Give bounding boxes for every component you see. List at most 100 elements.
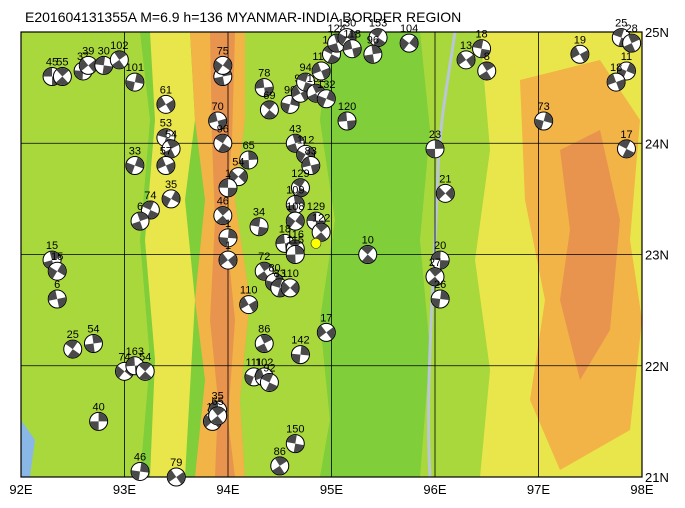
focal-mechanism-beachball: 26 [430, 279, 450, 309]
beachball-compression-quadrant [214, 76, 225, 85]
event-depth-label: 122 [312, 212, 330, 224]
focal-mechanism-layer: 4555373930102101615354335774635709666757… [42, 18, 642, 487]
event-depth-label: 53 [160, 118, 172, 130]
beachball-compression-quadrant [287, 143, 298, 152]
beachball-compression-quadrant [56, 76, 69, 85]
focal-mechanism-beachball: 30 [94, 45, 114, 75]
beachball-compression-quadrant [439, 260, 449, 269]
beachball-compression-quadrant [219, 253, 228, 266]
beachball-compression-quadrant [43, 68, 53, 77]
beachball-compression-quadrant [228, 229, 237, 239]
beachball-compression-quadrant [131, 221, 143, 230]
focal-mechanism-beachball: 69 [259, 90, 279, 120]
beachball-compression-quadrant [217, 118, 227, 130]
beachball-compression-quadrant [74, 70, 84, 80]
beachball-compression-quadrant [219, 237, 228, 247]
beachball-compression-quadrant [628, 34, 640, 44]
focal-mechanism-beachball: 13 [456, 40, 476, 70]
beachball-compression-quadrant [626, 63, 635, 75]
event-depth-label: 21 [439, 173, 451, 185]
beachball-compression-quadrant [85, 343, 95, 352]
map-frame [20, 31, 643, 478]
beachball-compression-quadrant [409, 36, 418, 49]
beachball-compression-quadrant [297, 73, 309, 83]
beachball-compression-quadrant [295, 187, 308, 197]
beachball-compression-quadrant [272, 465, 285, 475]
beachball-compression-quadrant [57, 297, 66, 308]
event-depth-label: 25 [67, 329, 79, 341]
focal-mechanism-beachball: 129 [290, 168, 310, 198]
event-depth-label: 15 [46, 240, 58, 252]
beachball-compression-quadrant [48, 290, 58, 301]
event-depth-label: 46 [217, 196, 229, 208]
beachball-compression-quadrant [308, 93, 320, 102]
beachball-compression-quadrant [579, 50, 589, 62]
event-depth-label: 54 [232, 157, 244, 169]
event-depth-label: 69 [263, 90, 275, 102]
focal-mechanism-beachball: 110 [239, 285, 259, 315]
event-depth-label: 26 [434, 279, 446, 291]
beachball-compression-quadrant [571, 46, 580, 59]
beachball-compression-quadrant [203, 415, 213, 428]
beachball-compression-quadrant [338, 112, 348, 122]
focal-mechanism-beachball: 86 [254, 324, 274, 353]
focal-mechanism-beachball: 132 [316, 79, 336, 109]
event-depth-label: 74 [144, 190, 156, 202]
beachball-compression-quadrant [286, 216, 296, 228]
beachball-compression-quadrant [434, 140, 444, 149]
beachball-compression-quadrant [211, 415, 223, 425]
beachball-compression-quadrant [126, 162, 135, 174]
focal-mechanism-beachball: 34 [249, 207, 269, 237]
focal-mechanism-beachball: 112 [296, 134, 316, 164]
beachball-compression-quadrant [431, 251, 441, 261]
beachball-compression-quadrant [297, 150, 306, 162]
beachball-compression-quadrant [245, 373, 254, 385]
focal-mechanism-beachball: 150 [285, 424, 305, 454]
beachball-compression-quadrant [623, 43, 636, 52]
focal-mechanism-beachball: 61 [156, 84, 176, 114]
beachball-compression-quadrant [426, 148, 436, 158]
beachball-compression-quadrant [618, 140, 631, 149]
beachball-compression-quadrant [162, 194, 172, 207]
beachball-compression-quadrant [65, 340, 78, 350]
beachball-compression-quadrant [218, 143, 231, 152]
event-depth-label: 54 [165, 129, 177, 141]
beachball-compression-quadrant [90, 421, 99, 430]
beachball-compression-quadrant [56, 67, 69, 77]
beachball-compression-quadrant [138, 362, 151, 372]
event-depth-label: 6 [137, 201, 143, 213]
beachball-compression-quadrant [248, 300, 258, 312]
beachball-compression-quadrant [400, 37, 410, 50]
beachball-compression-quadrant [209, 112, 218, 124]
event-depth-label: 110 [240, 285, 258, 297]
event-depth-label: 39 [82, 45, 94, 57]
event-depth-label: 150 [286, 424, 304, 436]
focal-mechanism-beachball: 65 [208, 396, 228, 426]
event-depth-label: 96 [217, 123, 229, 135]
beachball-compression-quadrant [307, 212, 317, 222]
beachball-compression-quadrant [131, 470, 141, 480]
event-depth-label: 65 [212, 396, 224, 408]
event-depth-label: 18 [475, 29, 487, 41]
beachball-compression-quadrant [260, 335, 272, 344]
beachball-compression-quadrant [228, 254, 237, 267]
beachball-compression-quadrant [445, 187, 454, 200]
beachball-compression-quadrant [240, 297, 249, 309]
event-depth-label: 33 [129, 146, 141, 158]
beachball-compression-quadrant [257, 226, 268, 236]
shan-plateau-peaks [560, 130, 620, 380]
beachball-compression-quadrant [293, 179, 306, 188]
beachball-compression-quadrant [257, 271, 269, 280]
focal-mechanism-beachball: 15 [42, 240, 62, 270]
focal-mechanism-beachball: 96 [363, 34, 383, 64]
event-depth-label: 153 [369, 18, 387, 30]
beachball-compression-quadrant [293, 195, 304, 205]
beachball-compression-quadrant [248, 151, 258, 160]
focal-mechanism-beachball: 102 [109, 40, 129, 70]
beachball-compression-quadrant [347, 120, 356, 130]
focal-mechanism-beachball: 120 [337, 101, 357, 131]
y-tick-label: 21N [645, 470, 669, 485]
focal-mechanism-beachball: 46 [213, 196, 233, 226]
focal-mechanism-beachball: 75 [213, 45, 233, 75]
beachball-compression-quadrant [286, 435, 297, 444]
